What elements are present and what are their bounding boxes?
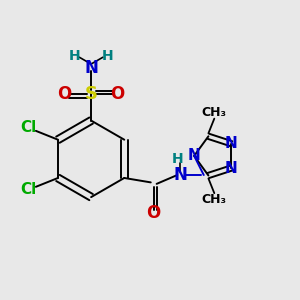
Text: H: H — [171, 152, 183, 166]
Text: Cl: Cl — [20, 182, 37, 197]
Text: N: N — [188, 148, 200, 164]
Text: H: H — [101, 49, 113, 63]
Text: O: O — [110, 85, 125, 103]
Text: S: S — [85, 85, 98, 103]
Text: CH₃: CH₃ — [202, 193, 227, 206]
Text: N: N — [84, 58, 98, 76]
Text: N: N — [225, 160, 238, 175]
Text: O: O — [147, 204, 161, 222]
Text: N: N — [173, 166, 187, 184]
Text: N: N — [225, 136, 238, 151]
Text: Cl: Cl — [20, 120, 37, 135]
Text: H: H — [69, 49, 81, 63]
Text: O: O — [58, 85, 72, 103]
Text: CH₃: CH₃ — [202, 106, 227, 119]
